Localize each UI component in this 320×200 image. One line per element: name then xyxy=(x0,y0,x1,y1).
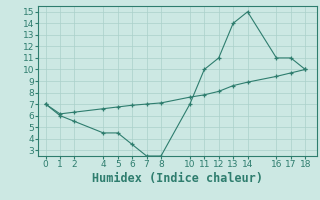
X-axis label: Humidex (Indice chaleur): Humidex (Indice chaleur) xyxy=(92,172,263,185)
